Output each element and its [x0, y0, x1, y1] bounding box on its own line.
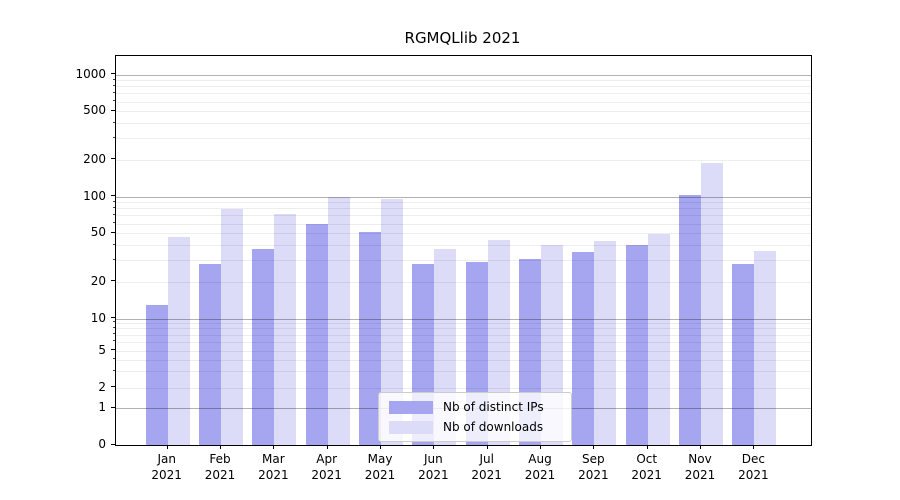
- y-tick-mark: [111, 386, 115, 388]
- bars-layer: [116, 56, 811, 445]
- y-minor-tick-mark: [113, 258, 115, 260]
- legend-swatch-downloads-icon: [389, 420, 433, 434]
- bar-downloads: [647, 234, 670, 445]
- bar-downloads: [221, 209, 244, 445]
- y-tick-mark: [111, 280, 115, 282]
- legend-label-distinct-ips: Nb of distinct IPs: [443, 400, 544, 414]
- y-minor-tick-mark: [113, 243, 115, 245]
- x-tick-mark: [220, 445, 222, 449]
- y-tick-label: 20: [90, 273, 106, 288]
- bar-distinct-ips: [305, 223, 328, 445]
- y-minor-tick-mark: [113, 326, 115, 328]
- bar-distinct-ips: [572, 252, 595, 445]
- legend-label-downloads: Nb of downloads: [443, 420, 544, 434]
- x-tick-label: Jan 2021: [151, 452, 182, 482]
- y-tick-label: 100: [83, 188, 106, 203]
- y-minor-tick-mark: [113, 78, 115, 80]
- x-tick-mark: [273, 445, 275, 449]
- y-minor-tick-mark: [113, 340, 115, 342]
- y-tick-mark: [111, 73, 115, 74]
- y-tick-mark: [111, 443, 115, 445]
- bar-downloads: [594, 241, 617, 445]
- y-minor-tick-mark: [113, 84, 115, 86]
- x-tick-label: Apr 2021: [311, 452, 342, 482]
- legend-swatch-distinct-ips-icon: [389, 400, 433, 414]
- y-minor-tick-mark: [113, 136, 115, 138]
- bar-distinct-ips: [199, 263, 222, 445]
- y-tick-mark: [111, 158, 115, 160]
- x-tick-mark: [486, 445, 488, 449]
- y-tick-label: 2: [98, 379, 106, 394]
- x-tick-mark: [380, 445, 382, 449]
- bar-distinct-ips: [145, 304, 168, 445]
- x-tick-label: Aug 2021: [524, 452, 556, 482]
- x-tick-label: Mar 2021: [258, 452, 289, 482]
- x-tick-label: Jul 2021: [471, 452, 502, 482]
- x-tick-mark: [646, 445, 648, 449]
- legend-item-distinct-ips: Nb of distinct IPs: [379, 397, 571, 417]
- x-tick-label: Dec 2021: [738, 452, 769, 482]
- legend-item-downloads: Nb of downloads: [379, 417, 571, 437]
- chart-title: RGMQLlib 2021: [404, 29, 521, 47]
- y-minor-tick-mark: [113, 100, 115, 102]
- plot-area: Nb of distinct IPs Nb of downloads: [115, 55, 812, 446]
- y-tick-mark: [111, 317, 115, 318]
- bar-distinct-ips: [252, 249, 275, 445]
- y-tick-mark: [111, 109, 115, 111]
- bar-distinct-ips: [732, 263, 755, 445]
- bar-distinct-ips: [679, 194, 702, 445]
- bar-downloads: [167, 236, 190, 445]
- bar-downloads: [701, 162, 724, 445]
- x-tick-mark: [326, 445, 328, 449]
- y-minor-tick-mark: [113, 206, 115, 208]
- y-minor-tick-mark: [113, 200, 115, 202]
- x-tick-mark: [166, 445, 168, 449]
- y-tick-label: 0: [98, 437, 106, 451]
- y-tick-label: 10: [90, 310, 106, 325]
- y-tick-label: 200: [83, 151, 106, 166]
- x-tick-mark: [753, 445, 755, 449]
- y-tick-label: 1: [98, 400, 106, 415]
- bar-downloads: [381, 199, 404, 445]
- x-tick-mark: [593, 445, 595, 449]
- x-tick-label: Sep 2021: [578, 452, 609, 482]
- y-minor-tick-mark: [113, 369, 115, 371]
- x-tick-mark: [540, 445, 542, 449]
- bar-distinct-ips: [625, 245, 648, 445]
- y-tick-label: 5: [98, 342, 106, 357]
- y-tick-mark: [111, 349, 115, 350]
- x-tick-mark: [433, 445, 435, 449]
- y-minor-tick-mark: [113, 222, 115, 224]
- y-minor-tick-mark: [113, 121, 115, 123]
- x-tick-label: Feb 2021: [204, 452, 236, 482]
- y-tick-mark: [111, 406, 115, 408]
- x-tick-label: Oct 2021: [631, 452, 662, 482]
- y-tick-label: 500: [83, 103, 106, 118]
- x-tick-label: Nov 2021: [684, 452, 716, 482]
- y-tick-mark: [111, 231, 115, 233]
- y-tick-label: 50: [90, 225, 106, 240]
- y-minor-tick-mark: [113, 321, 115, 323]
- y-tick-mark: [111, 195, 115, 196]
- x-tick-label: May 2021: [364, 452, 396, 482]
- y-tick-label: 1000: [75, 66, 106, 81]
- x-tick-mark: [700, 445, 702, 449]
- y-minor-tick-mark: [113, 91, 115, 93]
- y-minor-tick-mark: [113, 333, 115, 335]
- bar-distinct-ips: [359, 232, 382, 445]
- bar-downloads: [274, 213, 297, 445]
- bar-downloads: [754, 250, 777, 445]
- y-minor-tick-mark: [113, 358, 115, 360]
- y-minor-tick-mark: [113, 213, 115, 215]
- bar-downloads: [327, 196, 350, 445]
- x-tick-label: Jun 2021: [418, 452, 449, 482]
- legend: Nb of distinct IPs Nb of downloads: [378, 392, 572, 442]
